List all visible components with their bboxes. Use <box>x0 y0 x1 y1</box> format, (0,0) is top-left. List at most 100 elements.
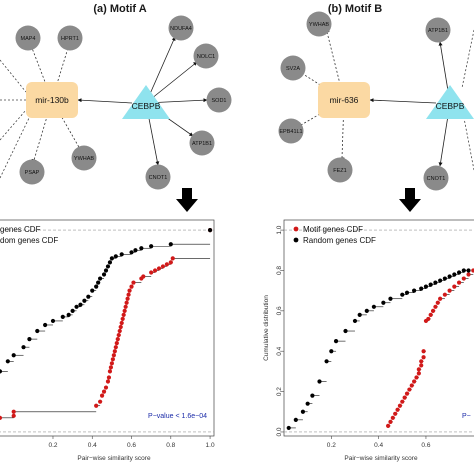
data-point <box>119 320 124 326</box>
p-value-annotation: P−value < 1.6e−04 <box>148 413 207 420</box>
x-tick-label: 0.6 <box>127 442 136 449</box>
data-point <box>385 423 391 429</box>
network-motif-b: YWHAB SV2A EPB41L1 FEZ1 ATP1B1 CNOT1 mir-636 CE… <box>278 11 474 191</box>
data-point <box>412 288 417 293</box>
plot-frame <box>283 219 474 437</box>
x-tick-label: 0.2 <box>48 442 57 449</box>
data-point <box>98 399 103 404</box>
data-point <box>168 242 173 247</box>
data-point <box>447 274 452 279</box>
gene-node: CNOT1 <box>145 164 171 190</box>
y-tick-label: 0.4 <box>276 346 283 355</box>
mirna-node: mir-130b <box>26 82 78 118</box>
data-point <box>447 288 452 293</box>
gene-label: ATP1B1 <box>428 28 448 34</box>
data-point <box>109 361 114 366</box>
edge <box>0 115 31 179</box>
data-point <box>21 345 26 350</box>
legend-marker <box>293 226 299 232</box>
data-point <box>400 399 405 404</box>
data-point <box>390 415 395 420</box>
data-point <box>293 417 298 422</box>
gene-label: YWHAB <box>74 156 95 162</box>
gene-node: MAP4 <box>15 25 41 51</box>
data-point <box>99 393 105 398</box>
data-point <box>404 391 410 396</box>
data-point <box>310 393 315 398</box>
data-point <box>393 411 398 416</box>
data-point <box>35 328 40 334</box>
gene-node: SOD1 <box>206 87 232 113</box>
y-tick-label: 0.8 <box>276 266 283 275</box>
x-axis-label: Pair−wise similarity score <box>344 455 418 462</box>
data-point <box>357 312 362 317</box>
gene-label: CNOT1 <box>149 175 168 181</box>
data-point <box>412 379 417 384</box>
data-point <box>419 359 424 364</box>
data-point <box>156 266 162 271</box>
panel-a-title: (a) Motif A <box>93 3 146 15</box>
data-point <box>416 367 421 372</box>
data-point <box>131 280 136 285</box>
data-point <box>105 379 111 384</box>
gene-node: EPB41L1 <box>278 118 304 144</box>
gene-node: YWHAB <box>71 145 97 171</box>
data-point <box>101 389 107 394</box>
legend: genes CDF dom genes CDF <box>0 225 58 245</box>
legend-label: dom genes CDF <box>0 236 58 245</box>
data-point <box>438 296 443 301</box>
data-point <box>82 298 87 303</box>
data-point <box>388 296 393 301</box>
data-point <box>60 314 65 319</box>
data-point <box>43 322 48 328</box>
data-point <box>125 296 130 301</box>
data-point <box>414 375 419 380</box>
data-point <box>402 395 407 400</box>
data-point <box>452 284 457 289</box>
data-point <box>435 300 440 305</box>
data-point <box>364 308 369 313</box>
edge <box>0 59 27 93</box>
data-point <box>149 244 154 249</box>
data-point <box>70 308 75 313</box>
gene-label: ATP1B1 <box>192 141 212 147</box>
data-point <box>333 339 339 344</box>
data-point <box>407 387 412 392</box>
data-point <box>11 409 16 414</box>
data-point <box>5 359 10 364</box>
tf-node: CEBPB <box>122 85 170 119</box>
data-point <box>466 272 471 277</box>
legend-marker <box>293 237 299 243</box>
data-point <box>124 300 129 305</box>
data-point <box>428 312 433 317</box>
data-point <box>129 250 134 255</box>
data-point <box>129 284 134 289</box>
tf-label: CEBPB <box>132 101 161 111</box>
data-point <box>352 318 358 324</box>
x-tick-label: 0.4 <box>88 442 97 449</box>
data-point <box>139 246 144 251</box>
data-point <box>442 292 447 297</box>
gene-label: SOD1 <box>212 98 227 104</box>
data-point <box>381 300 386 305</box>
data-point <box>300 409 306 414</box>
data-point <box>90 288 95 293</box>
data-point <box>317 379 322 384</box>
down-arrow-icon <box>399 188 421 212</box>
data-point <box>111 353 116 358</box>
data-point <box>98 276 103 281</box>
series-1 <box>0 227 213 374</box>
data-point <box>113 345 118 350</box>
data-point <box>103 385 109 390</box>
data-point <box>11 353 16 358</box>
data-point <box>66 312 71 317</box>
data-point <box>395 407 400 412</box>
legend-label: genes CDF <box>0 225 41 234</box>
data-point <box>0 369 3 374</box>
data-point <box>27 337 32 342</box>
x-axis-label: Pair−wise similarity score <box>77 455 151 462</box>
data-point <box>421 355 426 360</box>
y-axis-label: Cumulative distribution <box>263 295 270 361</box>
data-point <box>149 270 154 275</box>
